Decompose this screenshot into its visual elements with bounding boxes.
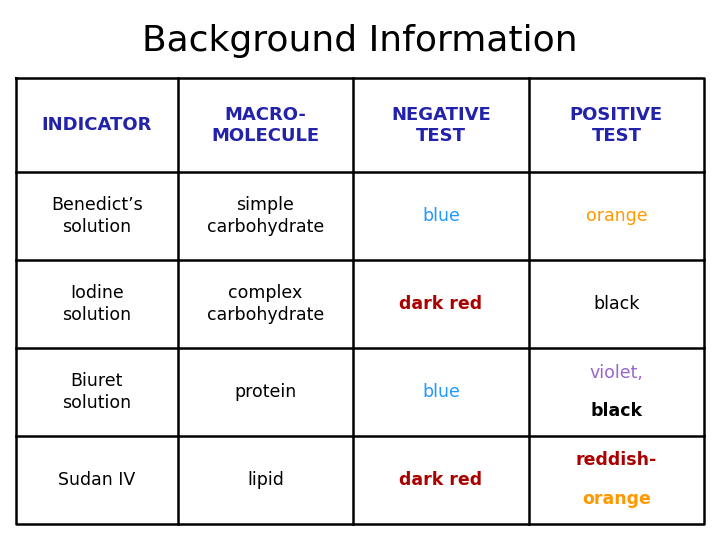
Text: simple
carbohydrate: simple carbohydrate — [207, 196, 324, 236]
Text: black: black — [590, 402, 642, 420]
Text: Sudan IV: Sudan IV — [58, 471, 135, 489]
Text: dark red: dark red — [400, 471, 482, 489]
Text: Iodine
solution: Iodine solution — [62, 284, 131, 324]
Text: POSITIVE
TEST: POSITIVE TEST — [570, 106, 663, 145]
Text: dark red: dark red — [400, 295, 482, 313]
Text: complex
carbohydrate: complex carbohydrate — [207, 284, 324, 324]
Text: Background Information: Background Information — [142, 24, 578, 58]
Text: black: black — [593, 295, 639, 313]
Text: INDICATOR: INDICATOR — [42, 116, 152, 134]
Text: reddish-: reddish- — [576, 451, 657, 469]
Text: blue: blue — [422, 207, 460, 225]
Text: NEGATIVE
TEST: NEGATIVE TEST — [391, 106, 491, 145]
Text: lipid: lipid — [247, 471, 284, 489]
Text: protein: protein — [234, 383, 297, 401]
Text: blue: blue — [422, 383, 460, 401]
Text: violet,: violet, — [590, 363, 644, 381]
Text: Biuret
solution: Biuret solution — [62, 372, 131, 412]
Text: orange: orange — [585, 207, 647, 225]
Text: Benedict’s
solution: Benedict’s solution — [51, 196, 143, 236]
Text: orange: orange — [582, 490, 651, 508]
Text: MACRO-
MOLECULE: MACRO- MOLECULE — [211, 106, 320, 145]
